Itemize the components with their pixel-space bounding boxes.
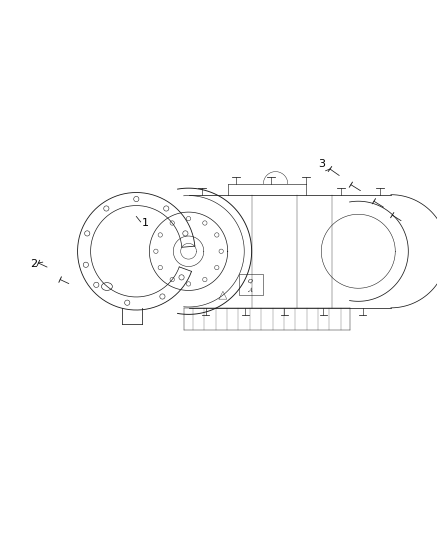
Text: Q: Q	[248, 279, 253, 284]
Bar	[239, 274, 262, 295]
Text: 2: 2	[31, 260, 38, 269]
Text: $\mathcal{A}$: $\mathcal{A}$	[247, 286, 254, 294]
Text: 3: 3	[318, 159, 325, 169]
Text: 1: 1	[141, 218, 148, 228]
